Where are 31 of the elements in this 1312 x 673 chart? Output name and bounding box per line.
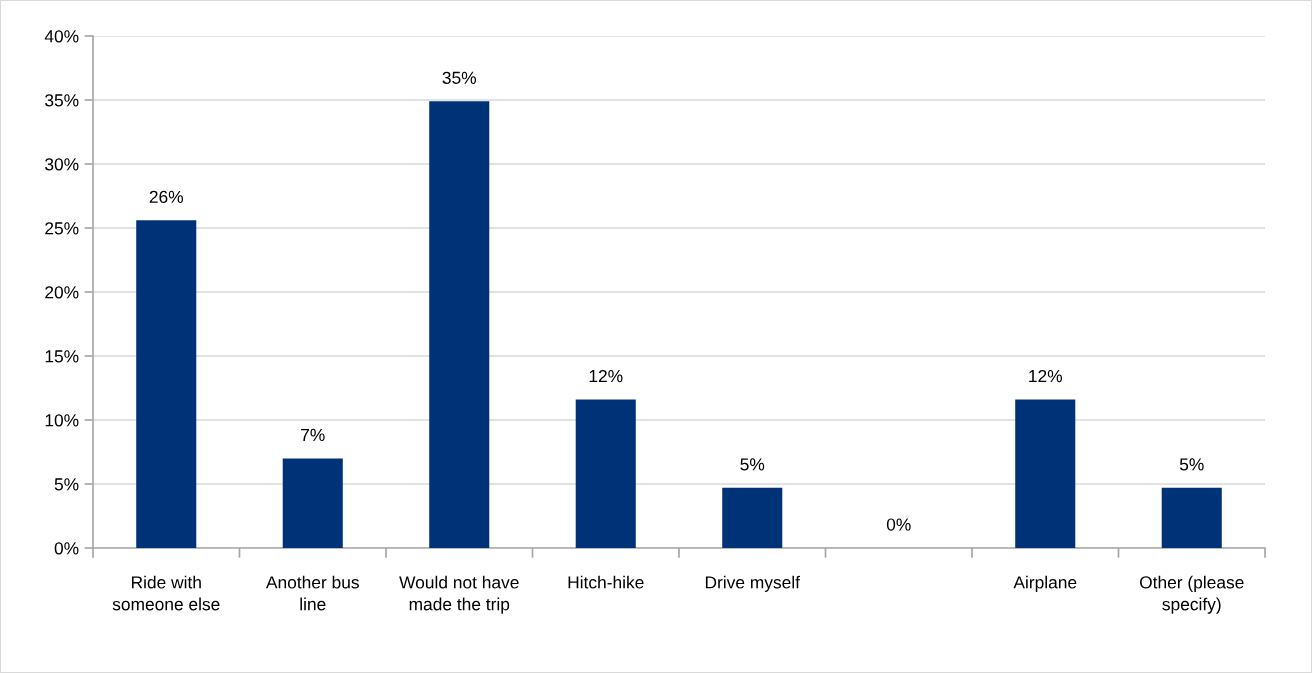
x-tick-label: Airplane bbox=[1013, 575, 1077, 592]
data-label: 35% bbox=[442, 71, 477, 84]
x-tick-label: Other (please specify) bbox=[1139, 575, 1244, 614]
y-tick-label: 30% bbox=[45, 158, 79, 171]
bar bbox=[136, 220, 197, 548]
bar bbox=[722, 487, 783, 548]
bar bbox=[575, 399, 636, 548]
x-tick-label: Would not have made the trip bbox=[399, 575, 519, 614]
bar bbox=[1161, 487, 1222, 548]
data-label: 0% bbox=[886, 518, 911, 531]
y-tick-label: 25% bbox=[45, 222, 79, 235]
bar bbox=[1015, 399, 1076, 548]
bar bbox=[282, 458, 343, 548]
y-tick-label: 35% bbox=[45, 94, 79, 107]
x-tick-label: Hitch-hike bbox=[568, 575, 644, 589]
data-label: 12% bbox=[589, 369, 623, 383]
data-label: 7% bbox=[301, 428, 325, 442]
data-label: 5% bbox=[740, 458, 765, 471]
data-label: 26% bbox=[149, 190, 184, 203]
y-tick-label: 0% bbox=[54, 542, 79, 555]
data-label: 5% bbox=[1179, 458, 1204, 471]
x-tick-label: Drive myself bbox=[705, 575, 801, 592]
y-tick-label: 15% bbox=[45, 350, 79, 363]
bar bbox=[429, 101, 490, 548]
x-tick-label: Ride with someone else bbox=[112, 575, 220, 611]
y-tick-label: 40% bbox=[44, 30, 79, 43]
data-label: 12% bbox=[1029, 369, 1063, 383]
x-tick-label: Another bus line bbox=[265, 575, 359, 611]
y-tick-label: 10% bbox=[45, 414, 79, 427]
y-tick-label: 20% bbox=[45, 286, 79, 299]
y-tick-label: 5% bbox=[54, 478, 79, 491]
